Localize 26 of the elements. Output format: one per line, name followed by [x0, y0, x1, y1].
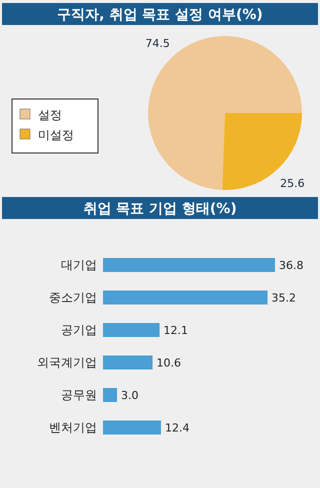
chart-title: 취업 목표 기업 형태(%): [83, 201, 237, 217]
data-label: 3.0: [121, 389, 139, 402]
data-label: 10.6: [156, 356, 182, 370]
legend-label: 미설정: [38, 128, 74, 142]
y-tick-label: 공기업: [61, 323, 97, 337]
data-label: 35.2: [272, 292, 296, 304]
data-label: 12.4: [164, 422, 190, 434]
data-label: 12.1: [164, 324, 188, 337]
y-tick-label: 중소기업: [49, 290, 97, 304]
bar: [103, 258, 275, 272]
bar: [103, 420, 161, 434]
data-label: 36.8: [279, 259, 304, 272]
y-tick-label: 외국계기업: [37, 356, 97, 370]
pie-slice: [222, 113, 302, 190]
legend-label: 설정: [38, 108, 62, 122]
pie-slice: [148, 36, 302, 190]
chart-title: 구직자, 취업 목표 설정 여부(%): [57, 7, 263, 23]
data-label: 74.5: [145, 37, 170, 50]
bar: [103, 356, 153, 370]
data-label: 25.6: [280, 176, 305, 190]
y-tick-label: 공무원: [61, 388, 97, 402]
bar: [103, 290, 268, 304]
bar: [103, 388, 118, 402]
bar: [103, 323, 160, 337]
y-tick-label: 벤처기업: [49, 420, 97, 434]
y-tick-label: 대기업: [61, 258, 97, 272]
